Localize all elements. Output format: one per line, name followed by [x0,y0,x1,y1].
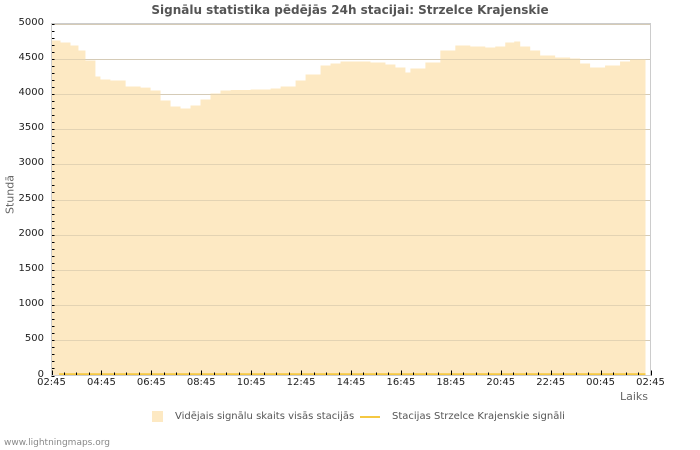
y-tick-label: 500 [24,333,44,345]
x-tick-label: 00:45 [586,377,615,388]
y-tick-label: 3000 [18,157,44,169]
x-tick-label: 04:45 [86,377,116,388]
footer-credit: www.lightningmaps.org [4,438,110,448]
x-tick-label: 14:45 [336,377,366,388]
x-tick-label: 18:45 [436,377,466,388]
x-tick-label: 08:45 [186,377,216,388]
legend-item-station[interactable]: Stacijas Strzelce Krajenskie signāli [360,411,565,422]
y-tick-label: 4500 [18,51,44,63]
x-tick-label: 02:45 [37,377,66,388]
y-tick-label: 1000 [18,298,44,310]
x-tick-label: 12:45 [286,377,316,388]
y-axis-label: Stundā [3,175,17,214]
chart-title: Signālu statistika pēdējās 24h stacijai:… [151,3,549,17]
legend-label-station: Stacijas Strzelce Krajenskie signāli [392,411,565,422]
average-signals-area [51,40,646,376]
plot-frame [51,23,651,376]
x-tick-label: 10:45 [236,377,266,388]
y-tick-label: 2500 [18,192,44,204]
x-tick-label: 06:45 [136,377,166,388]
x-tick-label: 16:45 [386,377,416,388]
x-axis-label: Laiks [620,390,649,403]
y-tick-label: 0 [37,368,44,380]
area-swatch-icon [152,411,163,422]
y-tick-label: 2000 [18,227,44,239]
x-tick-label: 02:45 [636,377,665,388]
y-tick-label: 4000 [18,86,44,98]
legend-item-average[interactable]: Vidējais signālu skaits visās stacijās [152,411,354,422]
legend-label-average: Vidējais signālu skaits visās stacijās [175,411,355,422]
y-tick-label: 1500 [18,262,44,274]
x-tick-label: 20:45 [486,377,516,388]
x-tick-label: 22:45 [536,377,566,388]
y-tick-label: 3500 [18,122,44,134]
y-tick-label: 5000 [18,16,44,28]
line-swatch-icon [360,415,380,418]
